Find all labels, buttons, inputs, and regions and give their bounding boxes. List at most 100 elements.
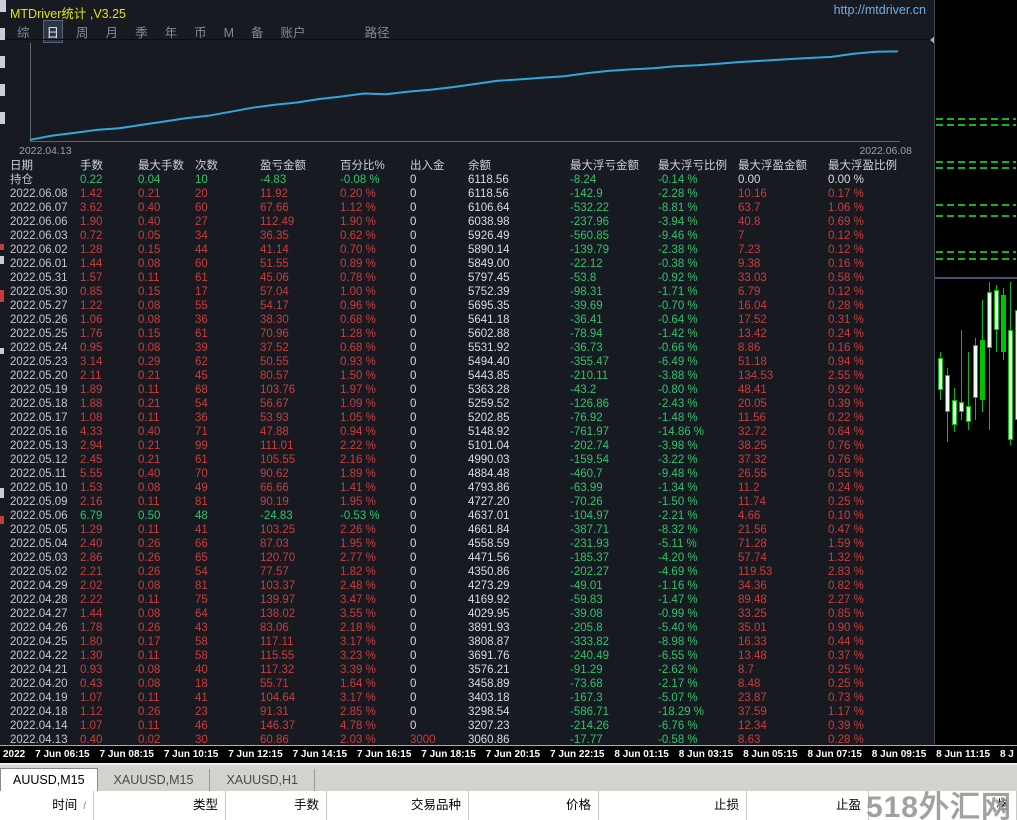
stats-row[interactable]: 2022.04.13 0.40 0.02 30 60.86 2.03 % 3000 3060.… <box>0 733 930 745</box>
stats-cell: 0.12 % <box>828 286 864 298</box>
stats-cell: 47.88 <box>260 426 289 438</box>
stats-row[interactable]: 2022.05.02 2.21 0.26 54 77.57 1.82 % 0 4350.86 -… <box>0 565 930 579</box>
stats-row[interactable]: 持仓 0.22 0.04 10 -4.83 -0.08 % 0 6118.56 -8.24 -0.… <box>0 173 930 187</box>
stats-row[interactable]: 2022.06.03 0.72 0.05 34 36.35 0.62 % 0 5926.49 -… <box>0 229 930 243</box>
trade-col-header-止盈[interactable]: 止盈 <box>747 791 869 820</box>
stats-cell: 1.64 % <box>340 678 376 690</box>
stats-row[interactable]: 2022.04.18 1.12 0.26 23 91.31 2.85 % 0 3298.54 -… <box>0 705 930 719</box>
stats-cell: -0.66 % <box>658 342 698 354</box>
edge-fragment <box>0 56 5 68</box>
chart-tab-xauusd-m15[interactable]: XAUUSD,M15 <box>98 769 211 791</box>
menu-item-账户[interactable]: 账户 <box>280 26 306 40</box>
stats-row[interactable]: 2022.05.10 1.53 0.08 49 66.66 1.41 % 0 4793.86 -… <box>0 481 930 495</box>
menu-item-日[interactable]: 日 <box>42 20 64 43</box>
stats-row[interactable]: 2022.05.24 0.95 0.08 39 37.52 0.68 % 0 5531.92 -… <box>0 341 930 355</box>
stats-cell: 0.25 % <box>828 678 864 690</box>
stats-row[interactable]: 2022.06.02 1.28 0.15 44 41.14 0.70 % 0 5890.14 -… <box>0 243 930 257</box>
menu-item-路径[interactable]: 路径 <box>364 26 390 40</box>
stats-row[interactable]: 2022.04.14 1.07 0.11 46 146.37 4.78 % 0 3207.23… <box>0 719 930 733</box>
stats-row[interactable]: 2022.05.03 2.86 0.26 65 120.70 2.77 % 0 4471.56… <box>0 551 930 565</box>
stats-row[interactable]: 2022.05.09 2.16 0.11 81 90.19 1.95 % 0 4727.20 -… <box>0 495 930 509</box>
stats-row[interactable]: 2022.05.23 3.14 0.29 62 50.55 0.93 % 0 5494.40 -… <box>0 355 930 369</box>
chart-tab-auusd-m15[interactable]: AUUSD,M15 <box>0 768 98 791</box>
menu-item-年[interactable]: 年 <box>164 26 178 40</box>
stats-cell: 4029.95 <box>468 608 510 620</box>
trade-col-header-类型[interactable]: 类型 <box>94 791 226 820</box>
stats-cell: 71.28 <box>738 538 767 550</box>
stats-row[interactable]: 2022.06.01 1.44 0.08 60 51.55 0.89 % 0 5849.00 -… <box>0 257 930 271</box>
menu-item-备[interactable]: 备 <box>251 26 264 40</box>
stats-cell: 2022.04.29 <box>10 580 68 592</box>
stats-cell: 51.18 <box>738 356 767 368</box>
menu-item-综[interactable]: 综 <box>17 26 30 40</box>
trade-col-header-时间[interactable]: 时间 / <box>0 791 94 820</box>
stats-row[interactable]: 2022.04.22 1.30 0.11 58 115.55 3.23 % 0 3691.76… <box>0 649 930 663</box>
stats-row[interactable]: 2022.05.13 2.94 0.21 99 111.01 2.22 % 0 5101.04… <box>0 439 930 453</box>
stats-row[interactable]: 2022.04.19 1.07 0.11 41 104.64 3.17 % 0 3403.18… <box>0 691 930 705</box>
stats-row[interactable]: 2022.05.12 2.45 0.21 61 105.55 2.16 % 0 4990.03… <box>0 453 930 467</box>
stats-cell: 2.22 <box>80 594 103 606</box>
stats-row[interactable]: 2022.06.08 1.42 0.21 20 11.92 0.20 % 0 6118.56 -… <box>0 187 930 201</box>
trade-list-header-row: 时间 / 类型 手数 交易品种 价格 止损 止盈格 <box>0 791 1017 820</box>
stats-row[interactable]: 2022.06.07 3.62 0.40 60 67.66 1.12 % 0 6106.64 -… <box>0 201 930 215</box>
stats-row[interactable]: 2022.04.28 2.22 0.11 75 139.97 3.47 % 0 4169.92… <box>0 593 930 607</box>
stats-cell: 13.48 <box>738 650 767 662</box>
stats-cell: 5101.04 <box>468 440 510 452</box>
stats-row[interactable]: 2022.06.06 1.90 0.40 27 112.49 1.90 % 0 6038.98… <box>0 215 930 229</box>
stats-row[interactable]: 2022.05.30 0.85 0.15 17 57.04 1.00 % 0 5752.39 -… <box>0 285 930 299</box>
stats-row[interactable]: 2022.04.27 1.44 0.08 64 138.02 3.55 % 0 4029.95… <box>0 607 930 621</box>
stats-cell: 2022.05.10 <box>10 482 68 494</box>
stats-row[interactable]: 2022.05.26 1.06 0.08 36 38.30 0.68 % 0 5641.18 -… <box>0 313 930 327</box>
stats-cell: 58 <box>195 636 208 648</box>
trade-col-header-交易品种[interactable]: 交易品种 <box>327 791 469 820</box>
stats-cell: 0 <box>410 468 417 480</box>
stats-row[interactable]: 2022.05.20 2.11 0.21 45 80.57 1.50 % 0 5443.85 -… <box>0 369 930 383</box>
stats-row[interactable]: 2022.05.05 1.29 0.11 41 103.25 2.26 % 0 4661.84… <box>0 523 930 537</box>
trade-col-header-价格[interactable]: 价格 <box>469 791 599 820</box>
stats-cell: 68 <box>195 384 208 396</box>
stats-row[interactable]: 2022.05.06 6.79 0.50 48 -24.83 -0.53 % 0 4637.0… <box>0 509 930 523</box>
stats-row[interactable]: 2022.04.29 2.02 0.08 81 103.37 2.48 % 0 4273.29… <box>0 579 930 593</box>
menu-item-币[interactable]: 币 <box>194 26 207 40</box>
stats-cell: 1.28 % <box>340 328 376 340</box>
chart-tab-xauusd-h1[interactable]: XAUUSD,H1 <box>210 769 315 791</box>
stats-cell: 6.79 <box>80 510 103 522</box>
panel-url-link[interactable]: http://mtdriver.cn <box>833 3 926 17</box>
stats-row[interactable]: 2022.05.17 1.08 0.11 36 53.93 1.05 % 0 5202.85 -… <box>0 411 930 425</box>
menu-item-M[interactable]: M <box>223 26 235 40</box>
panel-resize-marker-icon[interactable] <box>930 36 934 44</box>
stats-row[interactable]: 2022.05.16 4.33 0.40 71 47.88 0.94 % 0 5148.92 -… <box>0 425 930 439</box>
stats-cell: 0 <box>410 678 417 690</box>
stats-cell: -3.98 % <box>658 440 698 452</box>
stats-cell: 1.44 <box>80 258 103 270</box>
trade-col-header-手数[interactable]: 手数 <box>226 791 327 820</box>
menu-item-周[interactable]: 周 <box>76 26 89 40</box>
stats-cell: 1.95 % <box>340 538 376 550</box>
stats-cell: 0.12 % <box>828 244 864 256</box>
stats-cell: 53.93 <box>260 412 289 424</box>
stats-row[interactable]: 2022.04.25 1.80 0.17 58 117.11 3.17 % 0 3808.87… <box>0 635 930 649</box>
time-axis-label: 7 Jun 18:15 <box>421 749 476 760</box>
edge-fragment <box>0 516 4 524</box>
stats-row[interactable]: 2022.04.26 1.78 0.26 43 83.06 2.18 % 0 3891.93 -… <box>0 621 930 635</box>
stats-cell: 33.25 <box>738 608 767 620</box>
stats-row[interactable]: 2022.05.11 5.55 0.40 70 90.62 1.89 % 0 4884.48 -… <box>0 467 930 481</box>
stats-header-cell: 最大浮亏比例 <box>658 160 727 172</box>
stats-row[interactable]: 2022.05.27 1.22 0.08 55 54.17 0.96 % 0 5695.35 -… <box>0 299 930 313</box>
menu-item-季[interactable]: 季 <box>135 26 148 40</box>
stats-row[interactable]: 2022.05.04 2.40 0.26 66 87.03 1.95 % 0 4558.59 -… <box>0 537 930 551</box>
stats-row[interactable]: 2022.05.19 1.89 0.11 68 103.76 1.97 % 0 5363.28… <box>0 383 930 397</box>
stats-cell: 0 <box>410 594 417 606</box>
stats-header-cell: 最大浮盈金额 <box>738 160 807 172</box>
stats-cell: 2022.04.18 <box>10 706 68 718</box>
stats-row[interactable]: 2022.04.20 0.43 0.08 18 55.71 1.64 % 0 3458.89 -… <box>0 677 930 691</box>
stats-row[interactable]: 2022.05.31 1.57 0.11 61 45.06 0.78 % 0 5797.45 -… <box>0 271 930 285</box>
stats-cell: 64 <box>195 608 208 620</box>
stats-row[interactable]: 2022.05.25 1.76 0.15 61 70.96 1.28 % 0 5602.88 -… <box>0 327 930 341</box>
stats-row[interactable]: 2022.05.18 1.88 0.21 54 56.67 1.09 % 0 5259.52 -… <box>0 397 930 411</box>
stats-row[interactable]: 2022.04.21 0.93 0.08 40 117.32 3.39 % 0 3576.21… <box>0 663 930 677</box>
stats-cell: 8.86 <box>738 342 761 354</box>
stats-cell: 0.68 % <box>340 314 376 326</box>
menu-item-月[interactable]: 月 <box>105 26 119 40</box>
trade-col-header-止损[interactable]: 止损 <box>599 791 747 820</box>
